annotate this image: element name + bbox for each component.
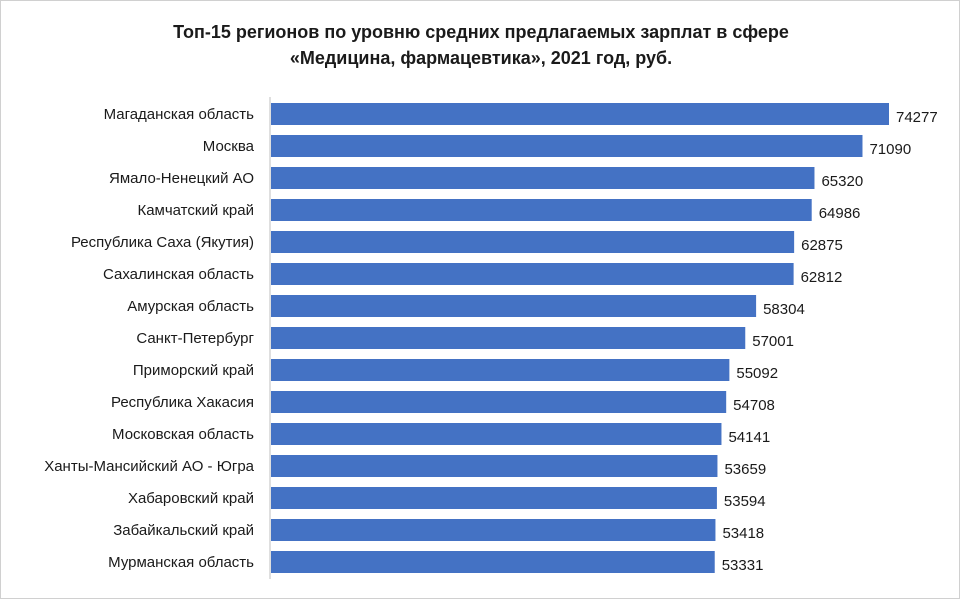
data-label: 57001 — [752, 333, 794, 350]
category-label: Сахалинская область — [103, 266, 254, 283]
data-label: 54708 — [733, 397, 775, 414]
bar — [271, 295, 757, 317]
bar — [271, 103, 889, 125]
category-label: Республика Саха (Якутия) — [71, 234, 254, 251]
bar — [271, 231, 795, 253]
category-label: Магаданская область — [104, 106, 255, 123]
category-label: Ямало-Ненецкий АО — [109, 170, 254, 187]
bar — [271, 551, 715, 573]
data-label: 53331 — [722, 557, 764, 574]
data-label: 64986 — [819, 205, 861, 222]
category-label: Амурская область — [127, 298, 254, 315]
category-label: Мурманская область — [108, 554, 254, 571]
data-label: 55092 — [736, 365, 778, 382]
category-label: Московская область — [112, 426, 254, 443]
data-label: 54141 — [728, 429, 770, 446]
chart-title-line-2: «Медицина, фармацевтика», 2021 год, руб. — [289, 48, 673, 68]
category-label: Приморский край — [133, 362, 254, 379]
category-label: Москва — [203, 138, 255, 155]
bar — [271, 487, 717, 509]
category-label: Республика Хакасия — [111, 394, 254, 411]
bar — [271, 519, 716, 541]
bar — [271, 327, 746, 349]
bar — [271, 391, 727, 413]
chart-title-line-1: Топ-15 регионов по уровню средних предла… — [173, 22, 789, 42]
data-label: 74277 — [896, 109, 938, 126]
bar — [271, 135, 863, 157]
bar — [271, 263, 794, 285]
data-label: 53594 — [724, 493, 766, 510]
bar — [271, 423, 722, 445]
chart-title: Топ-15 регионов по уровню средних предла… — [1, 19, 960, 71]
category-label: Камчатский край — [137, 202, 254, 219]
data-label: 53418 — [722, 525, 764, 542]
bar — [271, 167, 815, 189]
data-label: 71090 — [869, 141, 911, 158]
category-label: Санкт-Петербург — [136, 330, 254, 347]
category-label: Ханты-Мансийский АО - Югра — [44, 458, 254, 475]
data-label: 58304 — [763, 301, 805, 318]
data-label: 65320 — [821, 173, 863, 190]
category-label: Забайкальский край — [113, 522, 254, 539]
bar — [271, 199, 812, 221]
data-label: 62875 — [801, 237, 843, 254]
data-label: 62812 — [801, 269, 843, 286]
category-label: Хабаровский край — [128, 490, 254, 507]
bar — [271, 359, 730, 381]
data-label: 53659 — [724, 461, 766, 478]
bar — [271, 455, 718, 477]
